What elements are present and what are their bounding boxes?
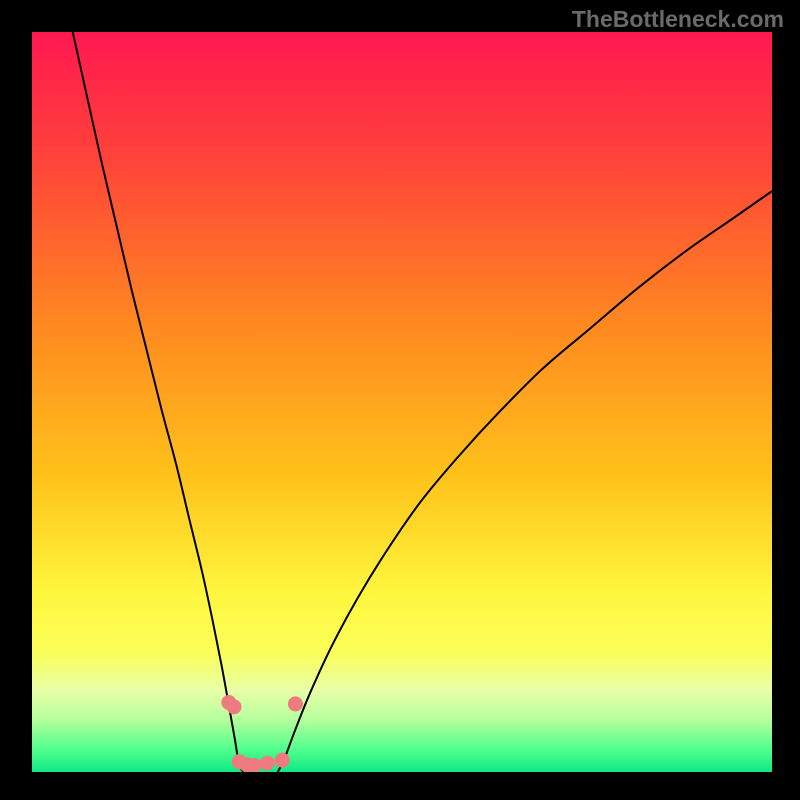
plot-svg bbox=[32, 32, 772, 772]
plot-area bbox=[32, 32, 772, 772]
watermark-text: TheBottleneck.com bbox=[572, 6, 784, 33]
marker-point bbox=[260, 756, 275, 771]
marker-point bbox=[288, 696, 303, 711]
marker-point bbox=[227, 699, 242, 714]
plot-background bbox=[32, 32, 772, 772]
chart-container: TheBottleneck.com bbox=[0, 0, 800, 800]
marker-point bbox=[275, 753, 290, 768]
